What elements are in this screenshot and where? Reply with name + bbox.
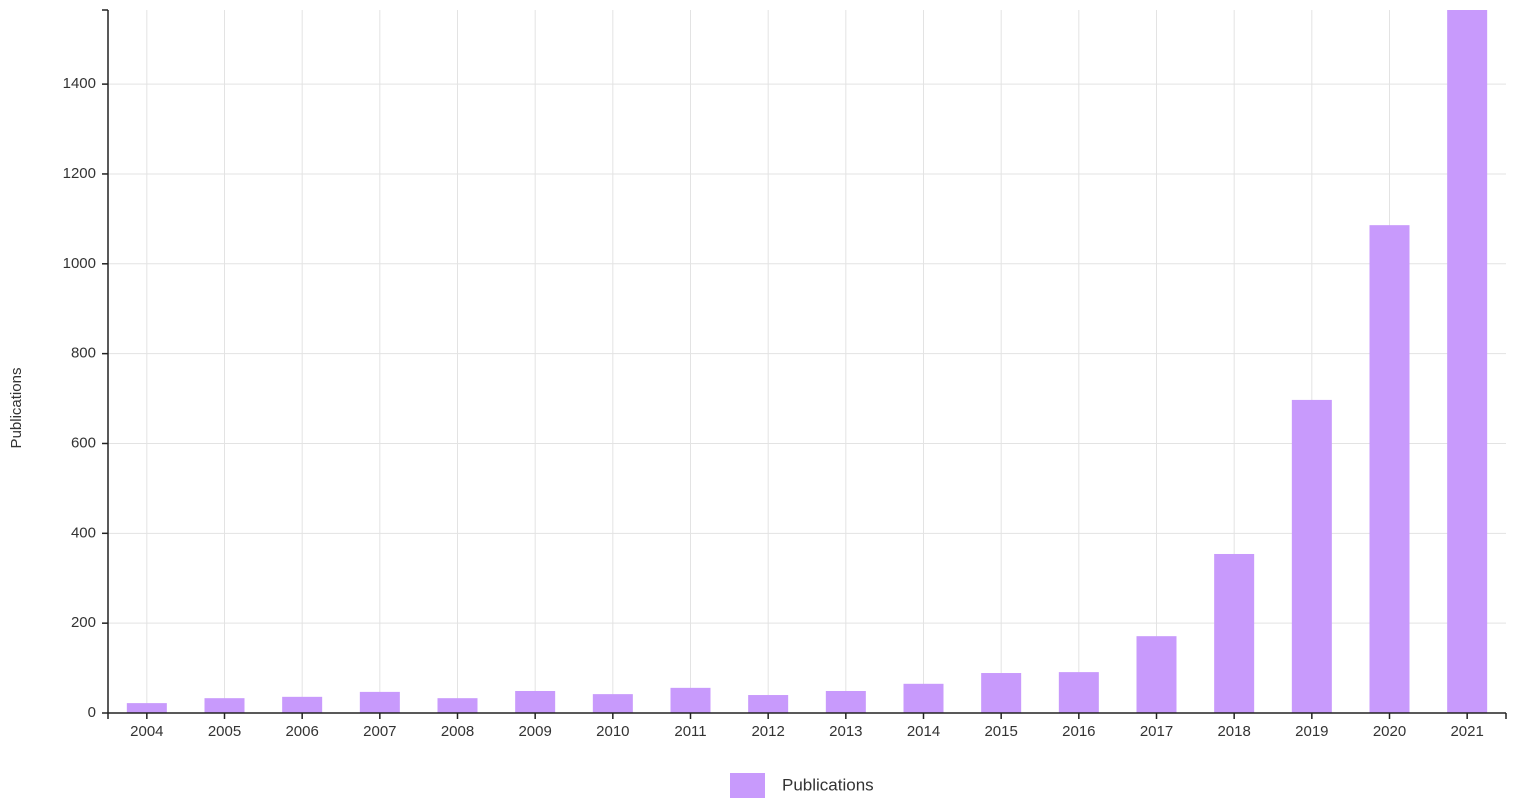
bar (903, 683, 944, 713)
y-tick-label: 600 (71, 434, 96, 451)
bar (126, 703, 167, 713)
bar (1136, 636, 1177, 713)
y-axis-label: Publications (8, 368, 25, 449)
x-tick-label: 2019 (1295, 723, 1328, 740)
bar (670, 687, 711, 713)
bar (1058, 672, 1099, 713)
x-tick-label: 2010 (596, 723, 629, 740)
y-tick-label: 200 (71, 614, 96, 631)
legend-swatch (730, 773, 765, 798)
x-tick-label: 2008 (441, 723, 474, 740)
x-tick-label: 2018 (1217, 723, 1250, 740)
bar (592, 694, 633, 713)
bar (1214, 553, 1255, 713)
x-tick-label: 2020 (1373, 723, 1406, 740)
y-tick-label: 400 (71, 524, 96, 541)
bar (748, 695, 789, 713)
y-tick-label: 1200 (63, 165, 96, 182)
x-tick-label: 2016 (1062, 723, 1095, 740)
y-tick-label: 1000 (63, 255, 96, 272)
x-tick-label: 2006 (285, 723, 318, 740)
x-tick-label: 2014 (907, 723, 940, 740)
x-tick-label: 2013 (829, 723, 862, 740)
bar (515, 690, 556, 713)
x-tick-label: 2005 (208, 723, 241, 740)
x-tick-label: 2015 (984, 723, 1017, 740)
bar (282, 696, 323, 713)
bar (825, 690, 866, 713)
bar (437, 698, 478, 713)
bar (1369, 225, 1410, 713)
x-tick-label: 2004 (130, 723, 163, 740)
x-tick-label: 2012 (751, 723, 784, 740)
x-tick-label: 2011 (674, 723, 706, 740)
bar (981, 673, 1022, 713)
x-tick-label: 2007 (363, 723, 396, 740)
x-tick-label: 2017 (1140, 723, 1173, 740)
x-tick-label: 2021 (1450, 723, 1483, 740)
y-tick-label: 1400 (63, 75, 96, 92)
legend-label: Publications (782, 775, 874, 794)
y-tick-label: 0 (88, 704, 96, 721)
bar (359, 691, 400, 713)
x-tick-label: 2009 (518, 723, 551, 740)
bar (1447, 10, 1488, 713)
y-tick-label: 800 (71, 345, 96, 362)
bar (1291, 399, 1332, 713)
bar (204, 698, 245, 713)
